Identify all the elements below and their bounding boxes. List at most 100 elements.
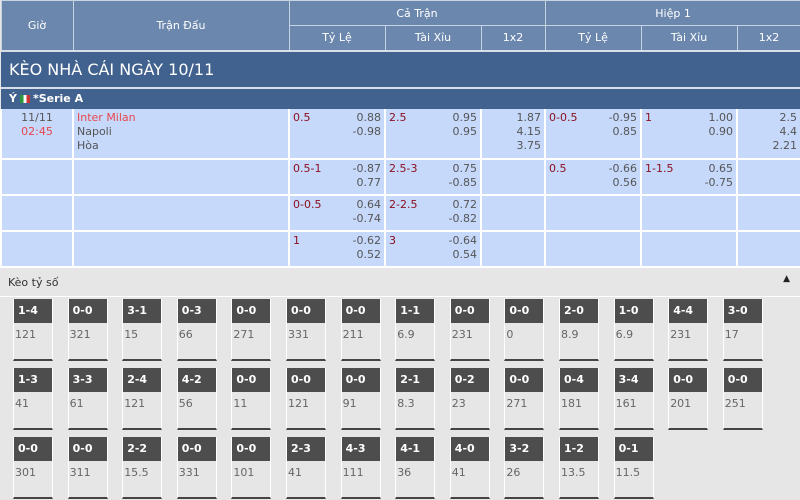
score-odds: 251 (724, 397, 746, 410)
score-card[interactable]: 3-3 61 (67, 368, 108, 430)
score-odds: 36 (397, 466, 412, 479)
match-cell (72, 194, 290, 232)
odds-row: 1 -0.62 0.52 3 -0.64 0.54 (0, 230, 800, 268)
score-odds: 11.5 (615, 466, 641, 479)
ft-handicap-line: 1 (293, 233, 300, 247)
collapse-arrow-icon[interactable]: ▲ (783, 274, 790, 284)
score-card[interactable]: 0-0 311 (67, 437, 108, 499)
score-label: 4-1 (396, 437, 435, 461)
score-card[interactable]: 0-3 66 (176, 299, 217, 361)
score-card[interactable]: 1-2 13.5 (559, 437, 599, 499)
score-card[interactable]: 0-0 211 (340, 299, 381, 361)
ft-over-under[interactable]: 2-2.5 0.72 -0.82 (384, 194, 482, 232)
ft-over-under-line: 2.5 (389, 110, 407, 124)
score-card[interactable]: 0-0 101 (231, 437, 272, 499)
match-cell (72, 158, 290, 196)
ft-1x2 (479, 194, 547, 232)
score-odds: 6.9 (615, 328, 634, 341)
ft-1x2[interactable]: 1.87 4.15 3.75 (479, 108, 547, 160)
score-odds: 121 (15, 328, 36, 341)
score-card[interactable]: 1-3 41 (13, 368, 53, 430)
score-card[interactable]: 2-4 121 (122, 368, 163, 430)
h1-1x2-odds: 4.4 (779, 124, 798, 138)
score-card[interactable]: 0-0 231 (449, 299, 490, 361)
score-label: 1-4 (14, 299, 52, 323)
score-card[interactable]: 2-0 8.9 (559, 299, 599, 361)
ft-handicap[interactable]: 0.5 0.88 -0.98 (288, 108, 386, 160)
ft-handicap-line: 0.5 (293, 110, 311, 124)
score-card[interactable]: 4-2 56 (176, 368, 217, 430)
ft-over-under[interactable]: 3 -0.64 0.54 (384, 230, 482, 268)
score-label: 3-2 (505, 437, 544, 461)
score-card[interactable]: 4-3 111 (340, 437, 381, 499)
score-label: 0-0 (68, 299, 107, 323)
score-card[interactable]: 0-0 321 (67, 299, 108, 361)
score-card[interactable]: 0-0 331 (176, 437, 217, 499)
match-time: 02:45 (21, 124, 53, 138)
home-team[interactable]: Inter Milan (77, 110, 136, 124)
away-team[interactable]: Napoli (77, 124, 112, 138)
score-card[interactable]: 0-0 251 (722, 368, 763, 430)
col-h1-1x2: 1x2 (736, 25, 800, 51)
score-odds: 311 (69, 466, 91, 479)
score-label: 1-1 (396, 299, 435, 323)
score-odds: 11 (233, 397, 248, 410)
ft-handicap[interactable]: 1 -0.62 0.52 (288, 230, 386, 268)
col-h1-tai-xiu: Tài Xỉu (640, 25, 738, 51)
score-card[interactable]: 1-1 6.9 (395, 299, 436, 361)
match-cell: Inter Milan Napoli Hòa (72, 108, 290, 160)
score-card[interactable]: 0-1 11.5 (613, 437, 654, 499)
score-card[interactable]: 0-0 91 (340, 368, 381, 430)
ft-over-under[interactable]: 2.5 0.95 0.95 (384, 108, 482, 160)
ft-over-under-odds-2: -0.82 (448, 211, 477, 225)
score-label: 2-0 (560, 299, 598, 323)
score-card[interactable]: 1-0 6.9 (613, 299, 654, 361)
correct-score-header[interactable]: Kèo tỷ số ▲ (0, 267, 800, 297)
score-odds: 61 (69, 397, 84, 410)
ft-handicap-odds-1: -0.87 (352, 161, 381, 175)
score-card[interactable]: 4-1 36 (395, 437, 436, 499)
h1-over-under[interactable]: 1-1.5 0.65 -0.75 (640, 158, 739, 196)
score-odds: 26 (506, 466, 521, 479)
score-label: 0-0 (505, 368, 544, 392)
ft-handicap[interactable]: 0-0.5 0.64 -0.74 (288, 194, 386, 232)
league-name: *Serie A (32, 92, 84, 105)
h1-1x2-odds: 2.5 (779, 110, 798, 124)
correct-score-label: Kèo tỷ số (8, 276, 59, 289)
score-card[interactable]: 0-0 201 (668, 368, 709, 430)
score-card[interactable]: 0-0 301 (13, 437, 53, 499)
italy-flag-icon (19, 95, 30, 103)
h1-handicap[interactable]: 0.5 -0.66 0.56 (544, 158, 643, 196)
score-card[interactable]: 0-0 271 (504, 368, 545, 430)
score-label: 2-4 (123, 368, 162, 392)
score-card[interactable]: 2-3 41 (286, 437, 326, 499)
score-card[interactable]: 0-0 121 (286, 368, 326, 430)
ft-over-under[interactable]: 2.5-3 0.75 -0.85 (384, 158, 482, 196)
score-card[interactable]: 1-4 121 (13, 299, 53, 361)
score-card[interactable]: 0-0 11 (231, 368, 272, 430)
score-label: 0-0 (232, 299, 271, 323)
h1-1x2[interactable]: 2.5 4.4 2.21 (736, 108, 800, 160)
score-card[interactable]: 0-0 271 (231, 299, 272, 361)
score-card[interactable]: 0-2 23 (449, 368, 490, 430)
score-card[interactable]: 0-4 181 (559, 368, 599, 430)
score-odds: 231 (451, 328, 473, 341)
score-card[interactable]: 4-4 231 (668, 299, 709, 361)
score-odds: 331 (288, 328, 309, 341)
h1-over-under[interactable]: 1 1.00 0.90 (640, 108, 739, 160)
league-header[interactable]: Ý *Serie A (1, 86, 800, 109)
h1-handicap[interactable]: 0-0.5 -0.95 0.85 (544, 108, 643, 160)
col-tran-dau: Trận Đấu (72, 0, 290, 51)
score-card[interactable]: 2-1 8.3 (395, 368, 436, 430)
score-card[interactable]: 3-0 17 (722, 299, 763, 361)
score-card[interactable]: 4-0 41 (449, 437, 490, 499)
score-card[interactable]: 0-0 331 (286, 299, 326, 361)
score-card[interactable]: 3-2 26 (504, 437, 545, 499)
score-card[interactable]: 3-1 15 (122, 299, 163, 361)
score-label: 1-2 (560, 437, 598, 461)
score-card[interactable]: 0-0 0 (504, 299, 545, 361)
col-ft-1x2: 1x2 (480, 25, 546, 51)
score-card[interactable]: 2-2 15.5 (122, 437, 163, 499)
score-card[interactable]: 3-4 161 (613, 368, 654, 430)
ft-handicap[interactable]: 0.5-1 -0.87 0.77 (288, 158, 386, 196)
